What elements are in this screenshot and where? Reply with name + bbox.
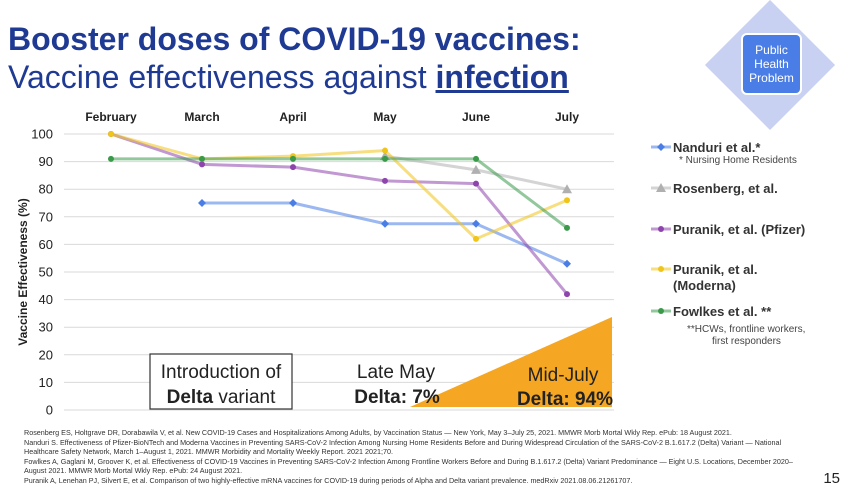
legend-marker-puranik-et-al-moderna [658,266,664,272]
legend-label-puranik-et-al-moderna-2: (Moderna) [673,278,736,293]
data-point-puranik-et-al-moderna [473,235,479,242]
data-point-puranik-et-al-pfizer [290,164,296,171]
legend-marker-puranik-et-al-pfizer [658,226,664,232]
legend-label-puranik-et-al-moderna: Puranik, et al. [673,262,758,277]
effectiveness-chart: 0 10 20 30 40 50 60 70 80 90 100 February March April… [16,110,805,418]
legend-label-puranik-et-al-pfizer: Puranik, et al. (Pfizer) [673,222,805,237]
legend-marker-rosenberg-et-al [656,183,666,192]
data-point-nanduri-et-al [563,259,571,268]
delta-prevalence-triangle [410,317,612,407]
series-line-nanduri-et-al [202,201,568,266]
x-tick-label: July [555,110,579,124]
data-point-puranik-et-al-pfizer [473,180,479,187]
public-health-diamond: Public Health Problem [704,0,836,131]
late-may-line2: Delta: 7% [354,387,440,408]
data-point-puranik-et-al-moderna [564,197,570,204]
public-health-badge: Public Health Problem [741,33,802,95]
y-tick-label: 100 [31,127,53,142]
title-line-2: Vaccine effectiveness against infection [8,58,581,96]
y-tick-label: 0 [46,403,53,418]
x-tick-label: February [85,110,137,124]
legend-label-rosenberg-et-al: Rosenberg, et al. [673,181,778,196]
series-line-fowlkes-et-al [111,157,568,230]
y-tick-label: 40 [39,292,53,307]
y-axis-label: Vaccine Effectiveness (%) [16,198,30,345]
legend-marker-nanduri-et-al [657,143,665,151]
legend-label-nanduri-et-al: Nanduri et al.* [673,140,761,155]
data-point-nanduri-et-al [198,199,206,207]
data-point-puranik-et-al-pfizer [564,291,570,298]
x-tick-label: May [373,110,397,124]
title-line-1: Booster doses of COVID-19 vaccines: [8,21,581,57]
mid-july-line2: Delta: 94% [517,389,613,410]
data-point-puranik-et-al-pfizer [382,177,388,184]
references: Rosenberg ES, Holtgrave DR, Dorabawila V… [24,428,794,485]
reference-fowlkes: Fowlkes A, Gaglani M, Groover K, et al. … [24,456,793,476]
data-point-fowlkes-et-al [473,155,479,162]
delta-intro-bold: Delta [167,387,214,408]
data-point-puranik-et-al-pfizer [199,161,205,168]
data-point-rosenberg-et-al [562,184,572,194]
late-may-line1: Late May [357,362,436,383]
title-line-2-prefix: Vaccine effectiveness against [8,59,436,95]
data-point-nanduri-et-al [289,199,297,207]
legend-marker-fowlkes-et-al [658,308,664,314]
data-point-fowlkes-et-al [290,155,296,162]
data-point-puranik-et-al-moderna [382,147,388,154]
data-point-fowlkes-et-al [564,224,570,231]
data-point-fowlkes-et-al [108,155,114,162]
data-point-puranik-et-al-moderna [108,131,114,137]
mid-july-line1: Mid-July [528,365,599,386]
y-tick-label: 30 [39,320,53,335]
data-point-nanduri-et-al [472,219,480,228]
y-tick-label: 70 [39,209,53,224]
data-point-rosenberg-et-al [471,164,481,174]
x-tick-label: June [462,110,490,124]
y-tick-label: 10 [39,375,53,390]
legend-note-fowlkes-2: first responders [712,336,781,347]
slide-title: Booster doses of COVID-19 vaccines: Vacc… [8,20,581,96]
delta-intro-rest: variant [213,387,276,408]
x-tick-label: April [279,110,306,124]
legend-note-nanduri: * Nursing Home Residents [679,155,797,166]
title-emphasis: infection [435,59,569,95]
data-point-fowlkes-et-al [382,155,388,162]
legend-label-fowlkes-et-al: Fowlkes et al. ** [673,304,772,319]
legend-note-fowlkes-1: **HCWs, frontline workers, [687,324,805,335]
data-point-fowlkes-et-al [199,155,205,162]
x-tick-label: March [184,110,219,124]
y-tick-label: 90 [39,154,53,169]
reference-nanduri: Nanduri S. Effectiveness of Pfizer-BioNT… [24,437,782,457]
reference-rosenberg: Rosenberg ES, Holtgrave DR, Dorabawila V… [24,428,732,437]
y-tick-label: 20 [39,347,53,362]
delta-intro-box [149,353,293,410]
series-line-puranik-et-al-moderna [110,132,568,241]
y-tick-label: 80 [39,182,53,197]
page-number: 15 [823,470,840,487]
delta-intro-line2: Delta variant [167,387,276,408]
public-health-label: Public Health Problem [749,43,794,85]
y-tick-label: 50 [39,265,53,280]
reference-puranik: Puranik A, Lenehan PJ, Silvert E, et al.… [24,475,633,485]
delta-intro-line1: Introduction of [161,362,282,383]
y-tick-label: 60 [39,237,53,252]
data-point-nanduri-et-al [381,219,389,228]
